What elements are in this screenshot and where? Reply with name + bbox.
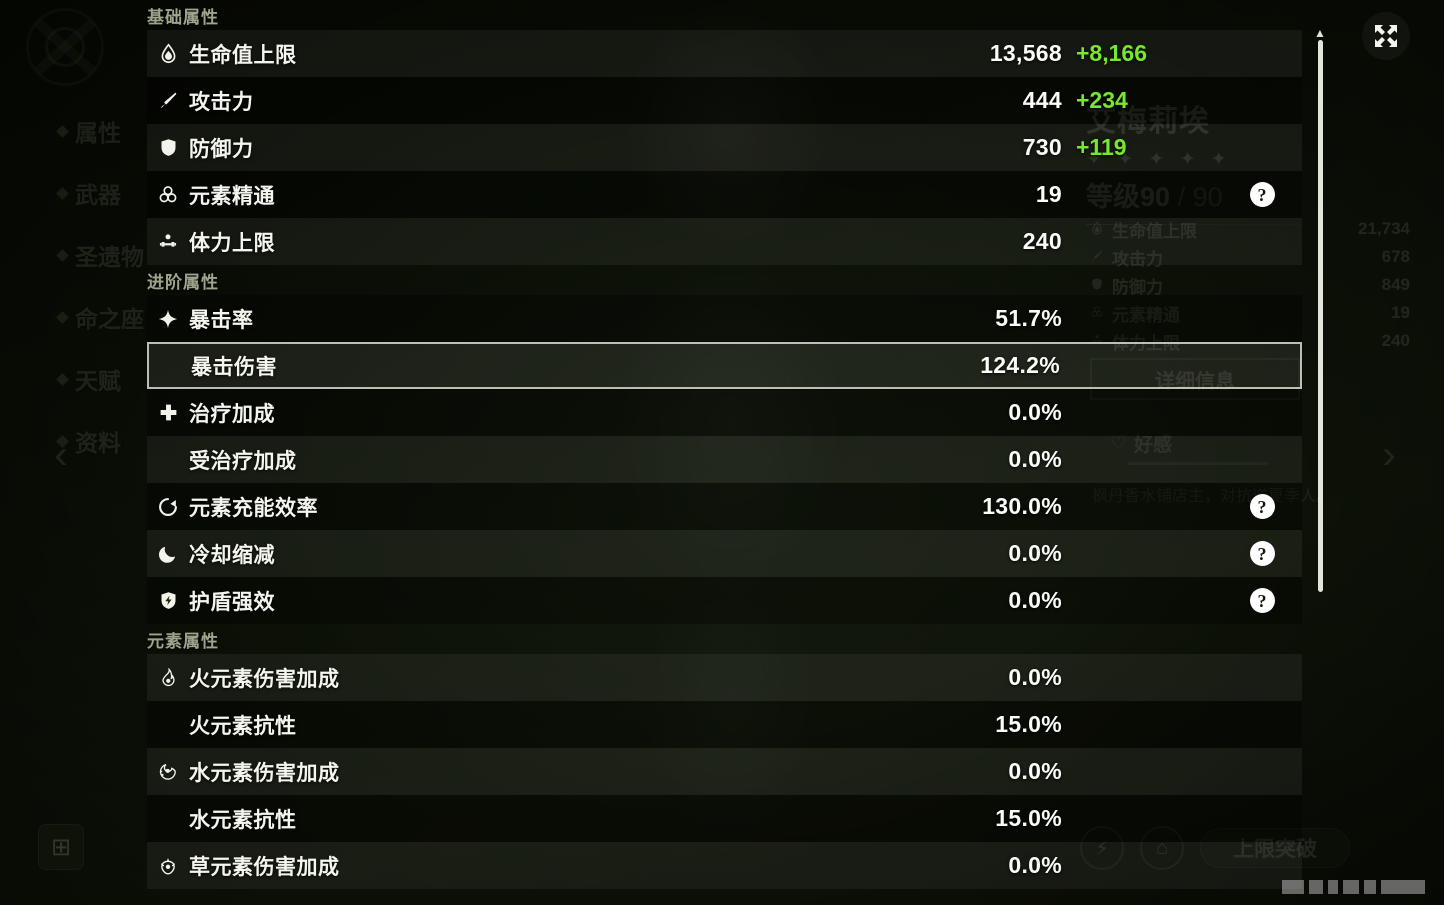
help-slot: ?	[1222, 588, 1302, 613]
mastery-icon	[147, 184, 189, 206]
stat-value: 444	[1022, 87, 1062, 113]
droplet-icon	[147, 43, 189, 64]
stat-delta: +234	[1076, 87, 1128, 113]
stat-row[interactable]: 火元素抗性 15.0%	[147, 701, 1302, 748]
stat-label: 护盾强效	[189, 590, 275, 614]
dendro-icon	[147, 856, 189, 876]
stat-row[interactable]: 火元素伤害加成 0.0%	[147, 654, 1302, 701]
stat-value: 0.0%	[1008, 852, 1062, 878]
stat-label: 生命值上限	[189, 43, 297, 67]
shield-icon	[147, 137, 189, 158]
stat-value: 730	[1022, 134, 1062, 160]
stat-delta: +8,166	[1076, 40, 1147, 66]
stat-label: 火元素伤害加成	[189, 667, 340, 691]
stat-value: 130.0%	[982, 493, 1062, 519]
heal-icon	[147, 402, 189, 423]
stat-value: 0.0%	[1008, 399, 1062, 425]
chevron-up-icon[interactable]: ▲	[1314, 26, 1326, 40]
stat-label: 受治疗加成	[189, 449, 297, 473]
shield-str-icon	[147, 590, 189, 611]
stat-value: 0.0%	[1008, 446, 1062, 472]
scrollbar[interactable]: ▲	[1314, 26, 1326, 608]
stat-row[interactable]: 暴击伤害 124.2%	[147, 342, 1302, 389]
stat-label: 元素充能效率	[189, 496, 318, 520]
hydro-icon	[147, 762, 189, 782]
stat-row[interactable]: 护盾强效 0.0%?	[147, 577, 1302, 624]
stat-value: 0.0%	[1008, 540, 1062, 566]
stat-label: 元素精通	[189, 184, 275, 208]
stat-label: 暴击率	[189, 308, 254, 332]
stat-label: 火元素抗性	[189, 714, 297, 738]
stat-row[interactable]: 受治疗加成 0.0%	[147, 436, 1302, 483]
recharge-icon	[147, 496, 189, 518]
stat-value: 51.7%	[995, 305, 1062, 331]
stat-value: 240	[1022, 228, 1062, 254]
stat-row[interactable]: 水元素伤害加成 0.0%	[147, 748, 1302, 795]
stat-row[interactable]: 治疗加成 0.0%	[147, 389, 1302, 436]
stat-label: 体力上限	[189, 231, 275, 255]
stat-row[interactable]: 元素充能效率 130.0%?	[147, 483, 1302, 530]
stat-value: 15.0%	[995, 805, 1062, 831]
stat-label: 防御力	[189, 137, 254, 161]
section-header: 元素属性	[147, 631, 219, 651]
stat-detail-panel: 基础属性生命值上限 13,568 +8,166 攻击力 444 +234 防御力 730 +11…	[147, 7, 1302, 889]
section-header: 进阶属性	[147, 272, 219, 292]
scrollbar-thumb[interactable]	[1318, 40, 1323, 592]
stat-label: 水元素抗性	[189, 808, 297, 832]
stat-label: 冷却缩减	[189, 543, 275, 567]
stat-value: 124.2%	[980, 352, 1060, 378]
help-icon[interactable]: ?	[1249, 182, 1275, 207]
stat-row[interactable]: 水元素抗性 15.0%	[147, 795, 1302, 842]
help-icon[interactable]: ?	[1249, 588, 1275, 613]
stat-row[interactable]: 暴击率 51.7%	[147, 295, 1302, 342]
stat-label: 攻击力	[189, 90, 254, 114]
stat-row[interactable]: 生命值上限 13,568 +8,166	[147, 30, 1302, 77]
stat-label: 治疗加成	[189, 402, 275, 426]
stat-row[interactable]: 元素精通 19?	[147, 171, 1302, 218]
crit-rate-icon	[147, 308, 189, 330]
stat-label: 水元素伤害加成	[189, 761, 340, 785]
help-icon[interactable]: ?	[1249, 541, 1275, 566]
stat-value: 0.0%	[1008, 664, 1062, 690]
stat-value: 13,568	[989, 40, 1062, 66]
help-slot: ?	[1222, 182, 1302, 207]
stat-value: 0.0%	[1008, 587, 1062, 613]
stat-row[interactable]: 防御力 730 +119	[147, 124, 1302, 171]
stat-value: 15.0%	[995, 711, 1062, 737]
stat-row[interactable]: 草元素伤害加成 0.0%	[147, 842, 1302, 889]
stamina-icon	[147, 231, 189, 253]
stat-row[interactable]: 体力上限 240	[147, 218, 1302, 265]
help-slot: ?	[1222, 494, 1302, 519]
stat-value: 19	[1035, 181, 1062, 207]
stat-row[interactable]: 攻击力 444 +234	[147, 77, 1302, 124]
stat-label: 草元素伤害加成	[189, 855, 340, 879]
stat-row[interactable]: 冷却缩减 0.0%?	[147, 530, 1302, 577]
expand-close-icon[interactable]	[1362, 12, 1410, 60]
help-icon[interactable]: ?	[1249, 494, 1275, 519]
section-header: 基础属性	[147, 7, 219, 27]
stat-label: 暴击伤害	[191, 355, 277, 379]
help-slot: ?	[1222, 541, 1302, 566]
pyro-icon	[147, 667, 189, 688]
stat-delta: +119	[1076, 134, 1127, 160]
cooldown-icon	[147, 543, 189, 564]
stat-value: 0.0%	[1008, 758, 1062, 784]
sword-icon	[147, 90, 189, 111]
